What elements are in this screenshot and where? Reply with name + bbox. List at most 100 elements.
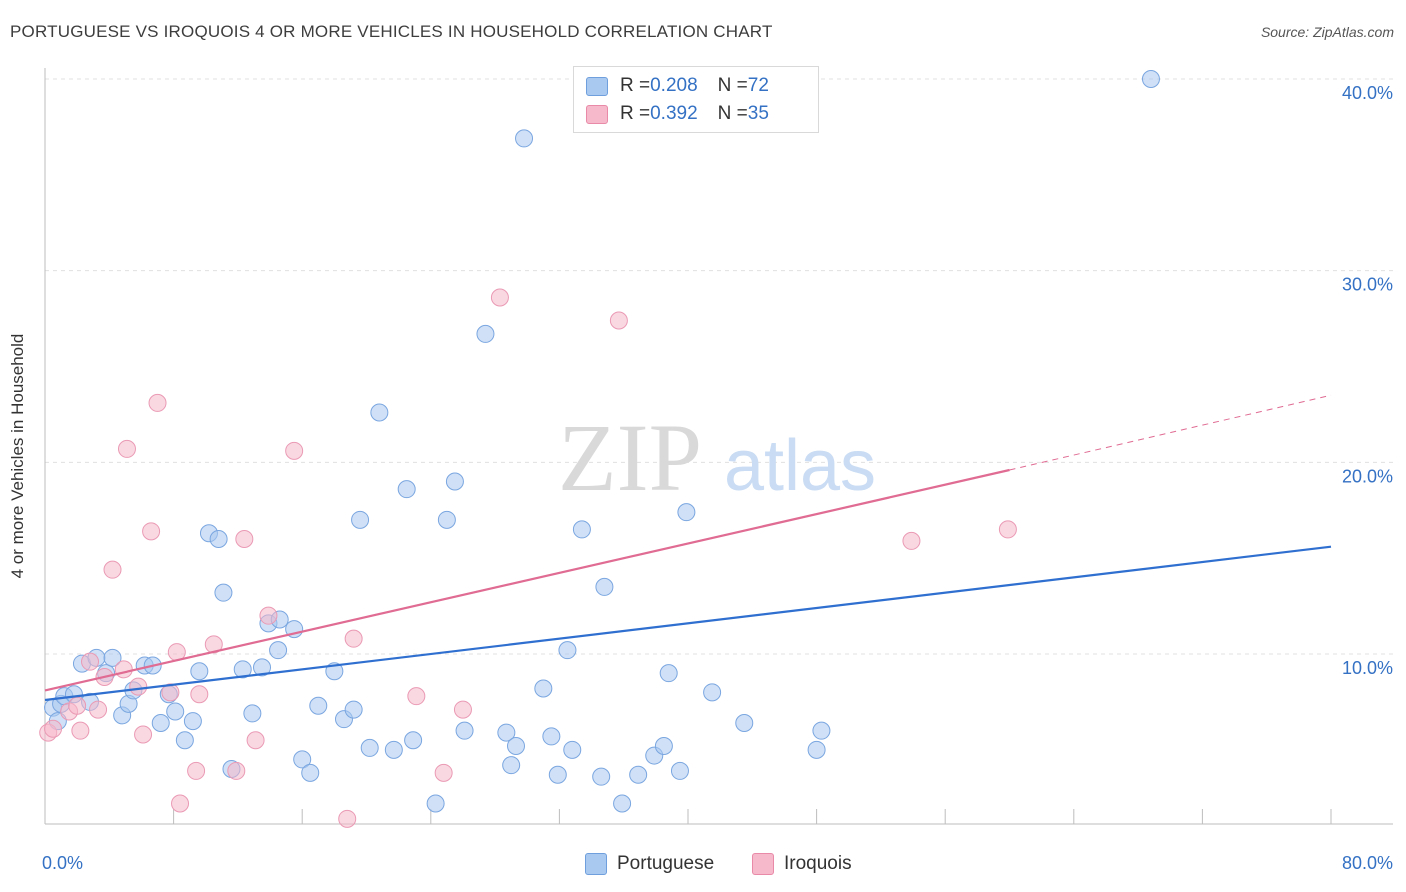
data-point — [71, 721, 90, 740]
data-point — [476, 324, 495, 343]
bottom-legend-label: Iroquois — [784, 853, 852, 874]
legend-n-value: 35 — [747, 103, 769, 124]
watermark-zip: ZIP — [558, 404, 702, 511]
legend-swatch-iroquois — [586, 104, 608, 124]
x-tick-label: 80.0% — [1342, 853, 1393, 873]
data-point — [175, 731, 194, 750]
data-point — [253, 658, 272, 677]
data-point — [437, 510, 456, 529]
data-point — [246, 731, 265, 750]
legend-n-label: N = — [717, 103, 748, 124]
data-point — [285, 441, 304, 460]
data-point — [592, 767, 611, 786]
tick-labels: 10.0% 20.0% 30.0% 40.0% 0.0% 80.0% — [42, 83, 1393, 873]
data-point — [235, 530, 254, 548]
data-point — [148, 393, 167, 412]
legend-r-value: 0.208 — [650, 75, 698, 96]
data-point — [677, 503, 696, 522]
data-point — [243, 704, 262, 723]
data-point — [434, 763, 453, 782]
data-point — [166, 702, 185, 721]
data-point — [114, 660, 133, 679]
data-point — [259, 606, 278, 625]
data-point — [426, 794, 445, 813]
data-point — [129, 677, 148, 696]
data-point — [117, 439, 136, 458]
data-point — [497, 723, 516, 742]
data-point — [190, 662, 209, 681]
data-point — [171, 794, 190, 813]
legend-n-value: 72 — [747, 75, 769, 96]
data-point — [384, 740, 403, 759]
trend-lines — [44, 394, 1332, 702]
y-tick-label: 10.0% — [1342, 658, 1393, 678]
data-point — [902, 531, 921, 550]
data-point — [227, 761, 246, 780]
data-point — [269, 641, 288, 660]
data-point — [360, 738, 379, 757]
data-point — [370, 403, 389, 422]
data-point — [735, 714, 754, 732]
data-point — [344, 629, 363, 648]
watermark-atlas: atlas — [724, 426, 876, 506]
data-point — [1141, 70, 1160, 88]
data-point — [998, 520, 1017, 539]
data-point — [558, 641, 577, 660]
bottom-legend-swatch-iroquois — [752, 853, 774, 875]
data-point — [407, 687, 426, 706]
data-point — [301, 763, 320, 782]
data-point — [453, 700, 472, 719]
data-point — [542, 727, 561, 746]
data-point — [455, 721, 474, 740]
data-point — [309, 696, 328, 715]
data-point — [490, 288, 509, 307]
data-point — [103, 560, 122, 579]
data-point — [670, 761, 689, 780]
data-point — [68, 696, 87, 715]
data-point — [161, 683, 180, 702]
legend-row-portuguese: R = 0.208 N = 72 — [586, 74, 769, 98]
data-point — [233, 660, 252, 679]
legend-r-label: R = — [620, 103, 651, 124]
data-point — [187, 761, 206, 780]
legend-row-iroquois: R = 0.392 N = 35 — [586, 102, 769, 126]
data-point — [609, 311, 628, 330]
data-point — [338, 809, 357, 828]
legend-swatch-portuguese — [586, 76, 608, 96]
data-point — [548, 765, 567, 784]
data-point — [103, 648, 122, 667]
bottom-legend-portuguese: Portuguese — [585, 850, 714, 878]
trend-line — [44, 545, 1332, 702]
data-point — [151, 714, 170, 732]
data-point — [703, 683, 722, 702]
data-point — [812, 721, 831, 740]
data-point — [563, 740, 582, 759]
data-point — [654, 737, 673, 755]
bottom-legend-label: Portuguese — [617, 853, 715, 874]
series-iroquois — [39, 288, 1017, 828]
chart-title: PORTUGUESE VS IROQUOIS 4 OR MORE VEHICLE… — [10, 22, 773, 41]
y-tick-label: 20.0% — [1342, 466, 1393, 486]
data-point — [142, 522, 161, 541]
y-tick-label: 30.0% — [1342, 275, 1393, 295]
data-point — [515, 129, 534, 148]
source-note: Source: ZipAtlas.com — [1260, 24, 1394, 40]
x-tick-label: 0.0% — [42, 853, 83, 873]
data-point — [572, 520, 591, 539]
data-point — [534, 679, 553, 698]
data-point — [134, 725, 153, 744]
data-point — [397, 480, 416, 499]
data-point — [404, 731, 423, 750]
y-tick-label: 40.0% — [1342, 83, 1393, 103]
trend-line — [44, 468, 1010, 692]
bottom-legend-swatch-portuguese — [585, 853, 607, 875]
data-point — [613, 794, 632, 813]
data-point — [807, 740, 826, 759]
series-portuguese — [44, 70, 1160, 813]
data-point — [595, 577, 614, 596]
data-point — [629, 765, 648, 784]
data-point — [445, 472, 464, 491]
legend-r-value: 0.392 — [650, 103, 698, 124]
data-point — [214, 583, 233, 602]
